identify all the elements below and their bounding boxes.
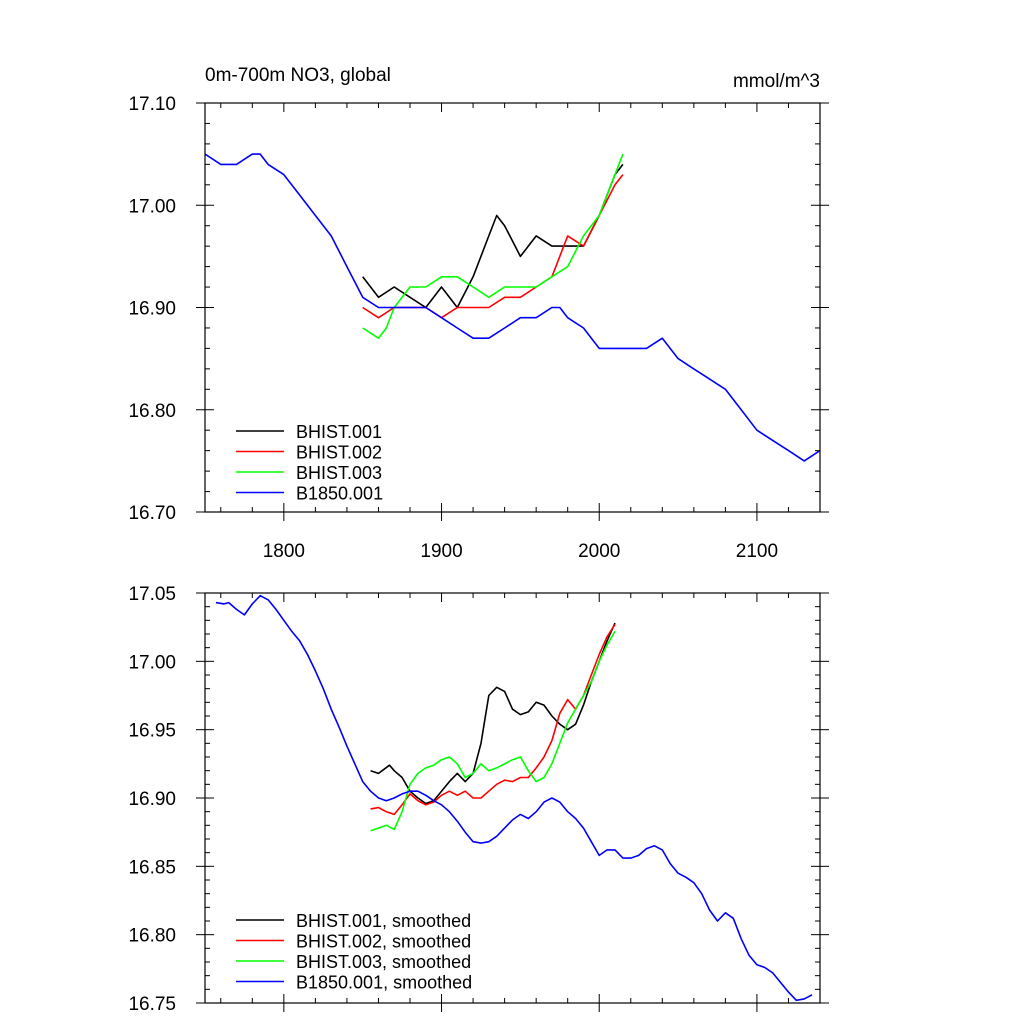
legend-label: BHIST.003 xyxy=(296,463,382,483)
legend-label: BHIST.001 xyxy=(296,422,382,442)
y-tick-label: 16.85 xyxy=(128,857,176,878)
y-tick-label: 16.80 xyxy=(128,401,176,422)
x-tick-label: 2100 xyxy=(736,541,778,562)
legend-label: BHIST.002, smoothed xyxy=(296,932,471,952)
legend-label: BHIST.003, smoothed xyxy=(296,952,471,972)
series-line-bhist-001-smoothed xyxy=(370,622,616,805)
legend-label: B1850.001, smoothed xyxy=(296,973,472,993)
legend-label: BHIST.001, smoothed xyxy=(296,911,471,931)
y-tick-label: 17.00 xyxy=(128,196,176,217)
legend-label: B1850.001 xyxy=(296,484,383,504)
x-tick-label: 1900 xyxy=(420,541,462,562)
series-group xyxy=(215,594,813,1002)
series-group xyxy=(205,153,820,462)
series-line-bhist-002-smoothed xyxy=(370,623,616,816)
y-tick-label: 16.90 xyxy=(128,299,176,320)
series-line-b1850-001 xyxy=(205,153,820,462)
series-line-b1850-001-smoothed xyxy=(215,594,813,1002)
y-tick-label: 17.10 xyxy=(128,94,176,115)
bottom-panel: 16.75 16.80 16.85 16.90 16.95 17.00 17.05 BHIST… xyxy=(128,584,829,1015)
y-tick-label: 16.90 xyxy=(128,789,176,810)
y-tick-label: 16.95 xyxy=(128,721,176,742)
units-label: mmol/m^3 xyxy=(733,71,820,92)
y-tick-label: 16.75 xyxy=(128,994,176,1015)
series-line-bhist-003-smoothed xyxy=(370,630,616,832)
y-tick-label: 16.80 xyxy=(128,926,176,947)
x-tick-label: 2000 xyxy=(578,541,620,562)
y-tick-label: 16.70 xyxy=(128,503,176,524)
top-panel: 0m-700m NO3, global mmol/m^3 1800 1900 2000 2… xyxy=(128,65,829,562)
y-tick-label: 17.00 xyxy=(128,652,176,673)
legend-label: BHIST.002 xyxy=(296,443,382,463)
x-tick-label: 1800 xyxy=(263,541,305,562)
y-tick-label: 17.05 xyxy=(128,584,176,605)
series-line-bhist-002 xyxy=(362,174,624,319)
chart-title: 0m-700m NO3, global xyxy=(205,65,391,86)
